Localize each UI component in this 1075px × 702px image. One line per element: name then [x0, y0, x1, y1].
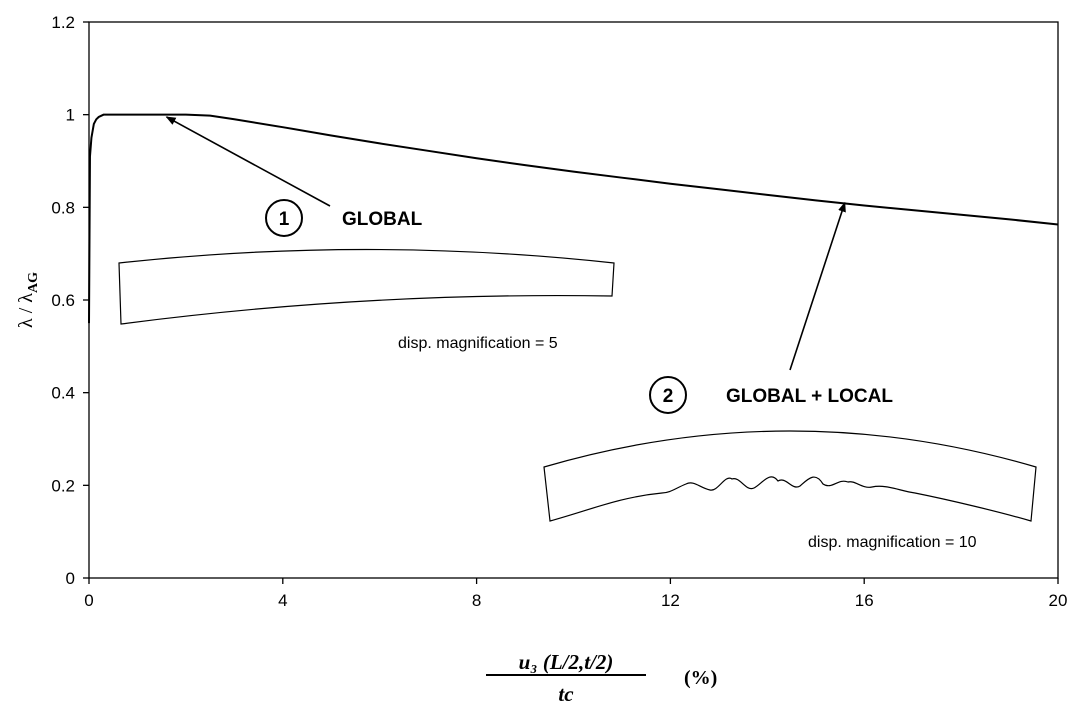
deformed-shape-global-local: [543, 430, 1037, 522]
x-axis-ticks: 0 4 8 12 16 20: [84, 578, 1067, 610]
series-line: [88, 113, 1059, 324]
plot-area: [88, 21, 1059, 579]
x-tick-label: 4: [278, 591, 287, 610]
annotation-2-caption: disp. magnification = 10: [808, 534, 977, 551]
annotation-2-arrow: [789, 201, 846, 371]
deformed-shape-global: [118, 248, 615, 325]
x-axis-label-denominator: tc: [558, 682, 574, 702]
annotation-1-arrow: [165, 116, 331, 207]
annotation-global-local: 2 GLOBAL + LOCAL disp. magnification = 1…: [543, 201, 1037, 551]
y-tick-label: 1: [66, 106, 75, 125]
y-tick-label: 0.4: [51, 384, 75, 403]
annotation-global: 1 GLOBAL disp. magnification = 5: [118, 116, 615, 352]
annotation-2-label: GLOBAL + LOCAL: [726, 386, 893, 407]
annotation-2-number: 2: [663, 386, 674, 407]
y-tick-label: 1.2: [51, 13, 75, 32]
y-tick-label: 0.8: [51, 198, 75, 217]
x-tick-label: 0: [84, 591, 93, 610]
annotation-1-number: 1: [279, 209, 290, 230]
y-axis-label: λ / λAG: [15, 272, 41, 328]
y-axis-label-sub: AG: [26, 272, 41, 293]
x-tick-label: 8: [472, 591, 481, 610]
y-tick-label: 0: [66, 569, 75, 588]
x-axis-label-numerator: u₃ (L/2,t/2): [519, 650, 614, 674]
y-axis-label-main: λ / λ: [15, 293, 37, 328]
x-tick-label: 20: [1049, 591, 1068, 610]
annotation-1-circle: [265, 199, 303, 237]
x-tick-label: 16: [855, 591, 874, 610]
x-axis-label-unit: (%): [684, 667, 717, 689]
y-tick-label: 0.6: [51, 291, 75, 310]
y-tick-label: 0.2: [51, 476, 75, 495]
annotation-1-caption: disp. magnification = 5: [398, 335, 558, 352]
x-tick-label: 12: [661, 591, 680, 610]
annotation-2-circle: [649, 376, 687, 414]
annotation-1-label: GLOBAL: [342, 209, 423, 230]
y-axis-ticks: 0 0.2 0.4 0.6 0.8 1 1.2: [51, 13, 89, 588]
